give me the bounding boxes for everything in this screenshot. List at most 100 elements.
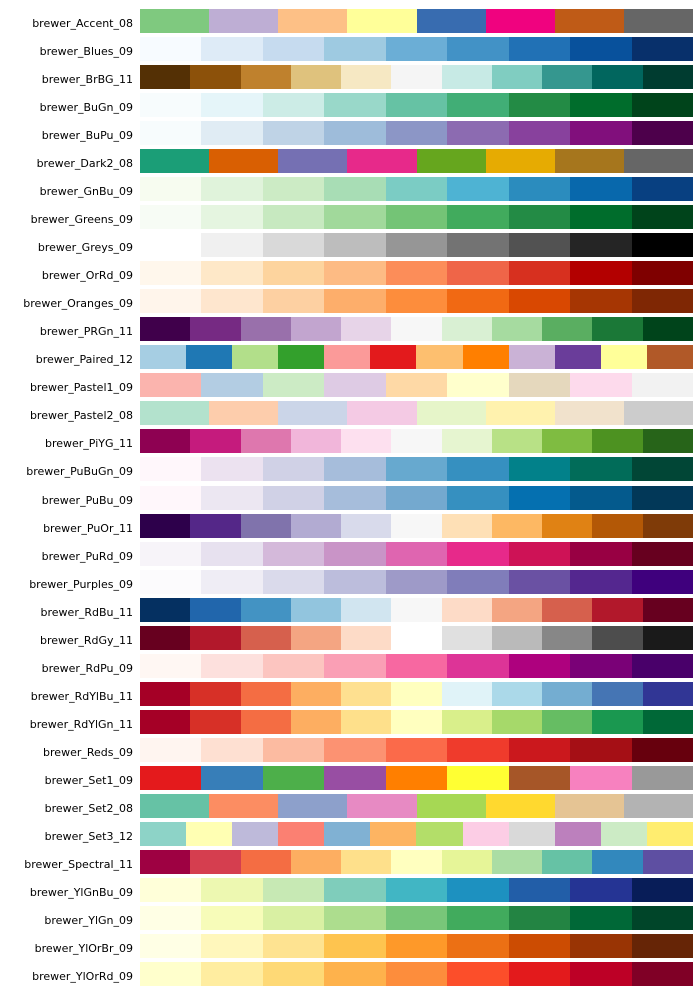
palette-label: brewer_Purples_09: [29, 577, 133, 591]
color-swatch: [391, 65, 442, 90]
palette-row: brewer_RdYlBu_11: [0, 681, 700, 706]
palette-label: brewer_Set1_09: [44, 773, 133, 787]
color-swatch: [290, 709, 342, 734]
color-swatch: [642, 429, 693, 454]
color-swatch: [592, 709, 643, 734]
color-swatch: [447, 457, 509, 482]
color-swatch: [441, 849, 492, 874]
color-swatch: [642, 65, 693, 90]
color-swatch: [140, 933, 202, 958]
palette-row: brewer_Greys_09: [0, 233, 700, 258]
color-swatch: [201, 933, 263, 958]
palette-bar: [140, 513, 693, 538]
palette-bar: [140, 933, 693, 958]
palette-row: brewer_OrRd_09: [0, 261, 700, 286]
color-swatch: [391, 709, 442, 734]
color-swatch: [631, 569, 693, 594]
color-swatch: [201, 765, 263, 790]
color-swatch: [140, 457, 202, 482]
color-swatch: [631, 177, 693, 202]
color-swatch: [631, 877, 693, 902]
color-swatch: [240, 849, 291, 874]
color-swatch: [324, 93, 386, 118]
color-swatch: [385, 765, 448, 790]
palette-bar: [140, 821, 693, 846]
palette-bar: [140, 401, 693, 426]
color-swatch: [201, 121, 263, 146]
color-swatch: [201, 877, 263, 902]
color-swatch: [140, 373, 202, 398]
color-swatch: [542, 849, 593, 874]
color-swatch: [631, 653, 693, 678]
palette-row: brewer_PuBuGn_09: [0, 457, 700, 482]
color-swatch: [416, 9, 486, 33]
color-swatch: [385, 93, 448, 118]
color-swatch: [140, 177, 202, 202]
color-swatch: [570, 933, 632, 958]
color-swatch: [262, 765, 325, 790]
color-swatch: [262, 37, 325, 62]
color-swatch: [324, 233, 386, 258]
palette-row: brewer_Greens_09: [0, 205, 700, 230]
color-swatch: [623, 401, 693, 426]
palette-label: brewer_RdPu_09: [41, 661, 133, 675]
color-swatch: [508, 373, 571, 398]
color-swatch: [341, 681, 392, 706]
palette-label: brewer_OrRd_09: [41, 269, 133, 283]
color-swatch: [592, 681, 643, 706]
color-swatch: [324, 177, 386, 202]
color-swatch: [447, 737, 509, 762]
color-swatch: [201, 653, 263, 678]
palette-bar: [140, 877, 693, 902]
color-swatch: [391, 681, 442, 706]
color-swatch: [391, 317, 442, 342]
color-swatch: [592, 597, 643, 622]
color-swatch: [570, 261, 632, 286]
palette-bar: [140, 373, 693, 398]
color-swatch: [491, 65, 543, 90]
palette-label: brewer_Pastel1_09: [29, 381, 133, 395]
color-swatch: [201, 905, 263, 930]
color-swatch: [140, 485, 202, 510]
color-swatch: [140, 709, 191, 734]
color-swatch: [262, 877, 325, 902]
palette-row: brewer_YlOrBr_09: [0, 933, 700, 958]
color-swatch: [508, 261, 571, 286]
palette-bar: [140, 541, 693, 566]
color-swatch: [278, 149, 348, 174]
color-swatch: [347, 149, 417, 174]
color-swatch: [278, 345, 325, 370]
color-swatch: [262, 541, 325, 566]
color-swatch: [631, 233, 693, 258]
palette-bar: [140, 345, 693, 370]
color-swatch: [570, 289, 632, 314]
palette-bar: [140, 289, 693, 314]
color-swatch: [570, 485, 632, 510]
color-swatch: [631, 485, 693, 510]
color-swatch: [140, 401, 210, 426]
color-swatch: [140, 905, 202, 930]
color-swatch: [324, 457, 386, 482]
color-swatch: [341, 65, 392, 90]
color-swatch: [508, 653, 571, 678]
color-swatch: [554, 9, 624, 33]
palette-bar: [140, 149, 693, 174]
palette-row: brewer_GnBu_09: [0, 177, 700, 202]
palette-bar: [140, 429, 693, 454]
color-swatch: [447, 177, 509, 202]
color-swatch: [447, 37, 509, 62]
color-swatch: [201, 205, 263, 230]
palette-label: brewer_PRGn_11: [39, 325, 133, 339]
color-swatch: [385, 121, 448, 146]
color-swatch: [140, 65, 191, 90]
color-swatch: [240, 317, 291, 342]
color-swatch: [290, 849, 342, 874]
color-swatch: [441, 597, 492, 622]
color-swatch: [140, 429, 191, 454]
color-swatch: [508, 541, 571, 566]
color-swatch: [416, 345, 463, 370]
color-swatch: [324, 765, 386, 790]
color-swatch: [262, 177, 325, 202]
color-swatch: [447, 933, 509, 958]
color-swatch: [209, 401, 279, 426]
